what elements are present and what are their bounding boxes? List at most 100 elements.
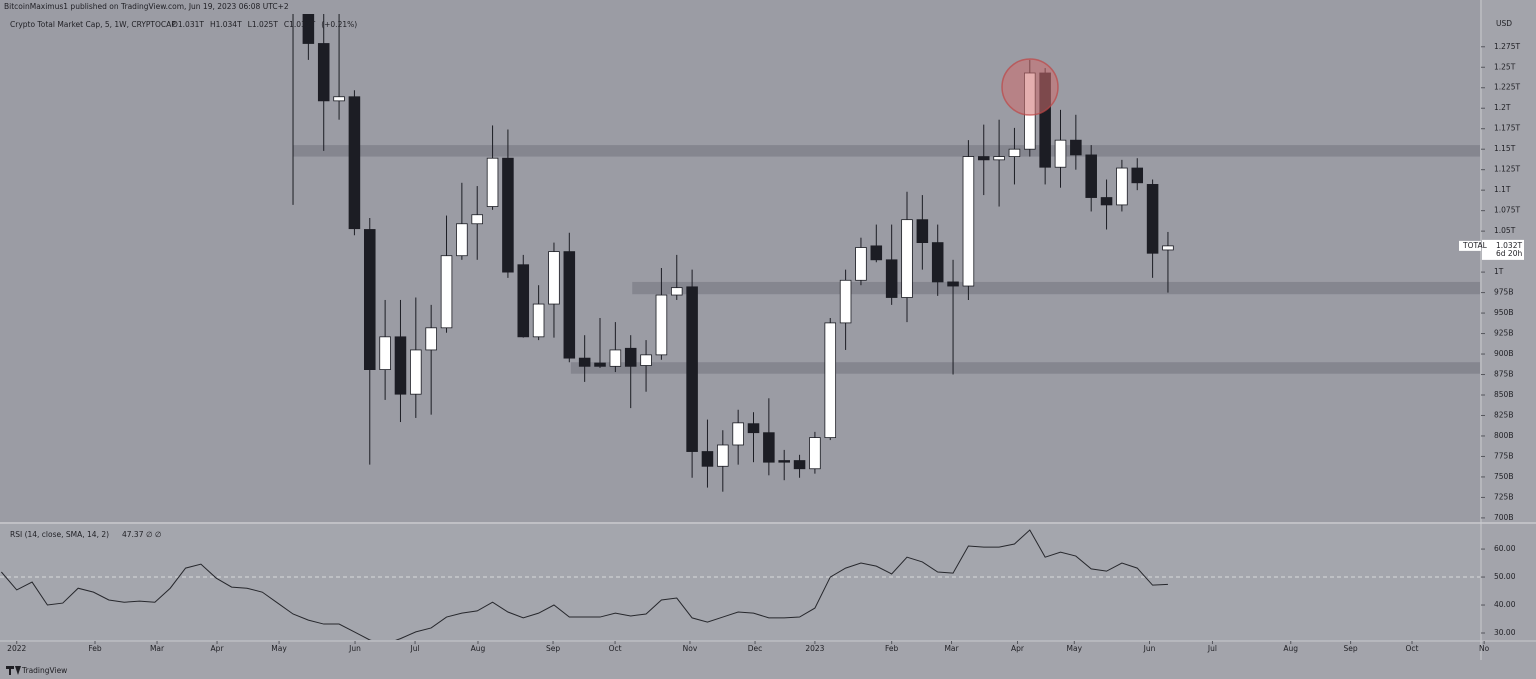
ohlc-legend: O1.031T H1.034T L1.025T C1.032T (+0.21%) bbox=[172, 20, 357, 29]
candle-body bbox=[993, 156, 1005, 161]
zone bbox=[570, 362, 1480, 374]
y-tick-label: 825B bbox=[1494, 410, 1513, 419]
candle-body bbox=[686, 286, 698, 452]
candle-body bbox=[916, 219, 929, 244]
candle-body bbox=[962, 156, 975, 287]
candle-body bbox=[1070, 139, 1082, 156]
candle-body bbox=[931, 242, 944, 283]
candle-body bbox=[425, 327, 437, 351]
y-tick-label: 1T bbox=[1494, 267, 1504, 276]
footer: TradingView bbox=[21, 666, 67, 675]
candle-body bbox=[947, 281, 959, 287]
zone bbox=[293, 145, 1480, 157]
candle-body bbox=[732, 422, 744, 446]
y-tick-label: 700B bbox=[1494, 513, 1513, 522]
candle-body bbox=[456, 223, 468, 257]
y-tick-label: 1.25T bbox=[1494, 62, 1516, 71]
x-tick-label: Oct bbox=[609, 644, 622, 653]
y-tick-label: 1.075T bbox=[1494, 206, 1520, 215]
x-tick-label: Nov bbox=[683, 644, 698, 653]
symbol-tag-label: TOTAL bbox=[1462, 241, 1488, 250]
countdown: 6d 20h bbox=[1496, 249, 1522, 258]
price-tag-label: 1.032T bbox=[1496, 241, 1522, 250]
y-tick-label: 750B bbox=[1494, 472, 1513, 481]
candle-body bbox=[363, 229, 376, 371]
legend-value: L1.025T bbox=[248, 20, 279, 29]
x-tick-label: Oct bbox=[1406, 644, 1419, 653]
candle-body bbox=[317, 43, 330, 102]
y-tick-label: 725B bbox=[1494, 492, 1513, 501]
candle-body bbox=[502, 157, 514, 273]
x-tick-label: Jul bbox=[1207, 644, 1217, 653]
x-tick-label: 2022 bbox=[7, 644, 26, 653]
x-tick-label: May bbox=[271, 644, 287, 653]
x-tick-label: Apr bbox=[211, 644, 225, 653]
candle-body bbox=[1008, 148, 1021, 157]
candle-body bbox=[901, 219, 913, 298]
candle-body bbox=[793, 460, 806, 470]
x-tick-label: Feb bbox=[88, 644, 102, 653]
y-tick-label: 1.15T bbox=[1494, 144, 1516, 153]
x-tick-label: Mar bbox=[150, 644, 165, 653]
currency: USD bbox=[1496, 19, 1512, 28]
y-tick-label: 975B bbox=[1494, 288, 1513, 297]
x-tick-label: Aug bbox=[1283, 644, 1298, 653]
legend-value: (+0.21%) bbox=[321, 20, 357, 29]
y-tick-label: 1.1T bbox=[1494, 185, 1511, 194]
legend-value: C1.032T bbox=[284, 20, 316, 29]
candle-body bbox=[348, 96, 361, 230]
x-tick-label: Sep bbox=[546, 644, 560, 653]
candle-body bbox=[701, 451, 714, 467]
candle-body bbox=[471, 214, 483, 225]
candle-body bbox=[855, 247, 867, 281]
candle-body bbox=[624, 347, 637, 367]
y-tick-label: 50.00 bbox=[1494, 572, 1516, 581]
highlight-circle bbox=[1001, 58, 1059, 116]
candle-body bbox=[1116, 167, 1128, 206]
x-tick-label: Feb bbox=[885, 644, 899, 653]
candle-body bbox=[440, 255, 453, 329]
candle-body bbox=[333, 96, 345, 102]
y-tick-label: 900B bbox=[1494, 349, 1513, 358]
candle-body bbox=[640, 354, 652, 366]
x-tick-label: Sep bbox=[1344, 644, 1358, 653]
candle-body bbox=[870, 245, 883, 261]
candle-body bbox=[1131, 167, 1144, 184]
price-tag bbox=[1482, 239, 1524, 260]
candle-body bbox=[763, 432, 775, 463]
candle-body bbox=[302, 14, 315, 44]
y-tick-label: 800B bbox=[1494, 431, 1513, 440]
rsi-value: 47.37 bbox=[122, 530, 144, 539]
y-tick-label: 875B bbox=[1494, 370, 1513, 379]
x-tick-label: No bbox=[1479, 644, 1490, 653]
candle-body bbox=[1146, 184, 1159, 254]
candle-body bbox=[778, 460, 790, 463]
candle-body bbox=[717, 444, 729, 467]
candle-body bbox=[747, 423, 760, 434]
x-tick-label: 2023 bbox=[805, 644, 824, 653]
x-tick-label: May bbox=[1067, 644, 1083, 653]
x-tick-label: Jul bbox=[410, 644, 420, 653]
candle-body bbox=[578, 357, 591, 367]
rsi-panel bbox=[0, 524, 1480, 641]
symbol-tag bbox=[1459, 240, 1481, 251]
candle-body bbox=[563, 251, 576, 359]
candle-body bbox=[977, 156, 990, 161]
x-tick-label: Apr bbox=[1011, 644, 1025, 653]
candle-body bbox=[594, 362, 606, 367]
candle-body bbox=[394, 336, 407, 395]
y-tick-label: 40.00 bbox=[1494, 600, 1516, 609]
logo bbox=[6, 666, 21, 675]
rsi-line bbox=[1, 529, 1168, 640]
candle-body bbox=[1054, 139, 1067, 168]
candle-body bbox=[548, 251, 560, 305]
rsi-title: RSI (14, close, SMA, 14, 2) bbox=[10, 530, 109, 539]
rsi-plot bbox=[0, 529, 1480, 640]
y-tick-label: 1.225T bbox=[1494, 83, 1520, 92]
x-tick-label: Jun bbox=[1143, 644, 1156, 653]
price-plot bbox=[292, 14, 1480, 492]
candle-body bbox=[885, 259, 898, 298]
candle-body bbox=[1085, 154, 1097, 198]
